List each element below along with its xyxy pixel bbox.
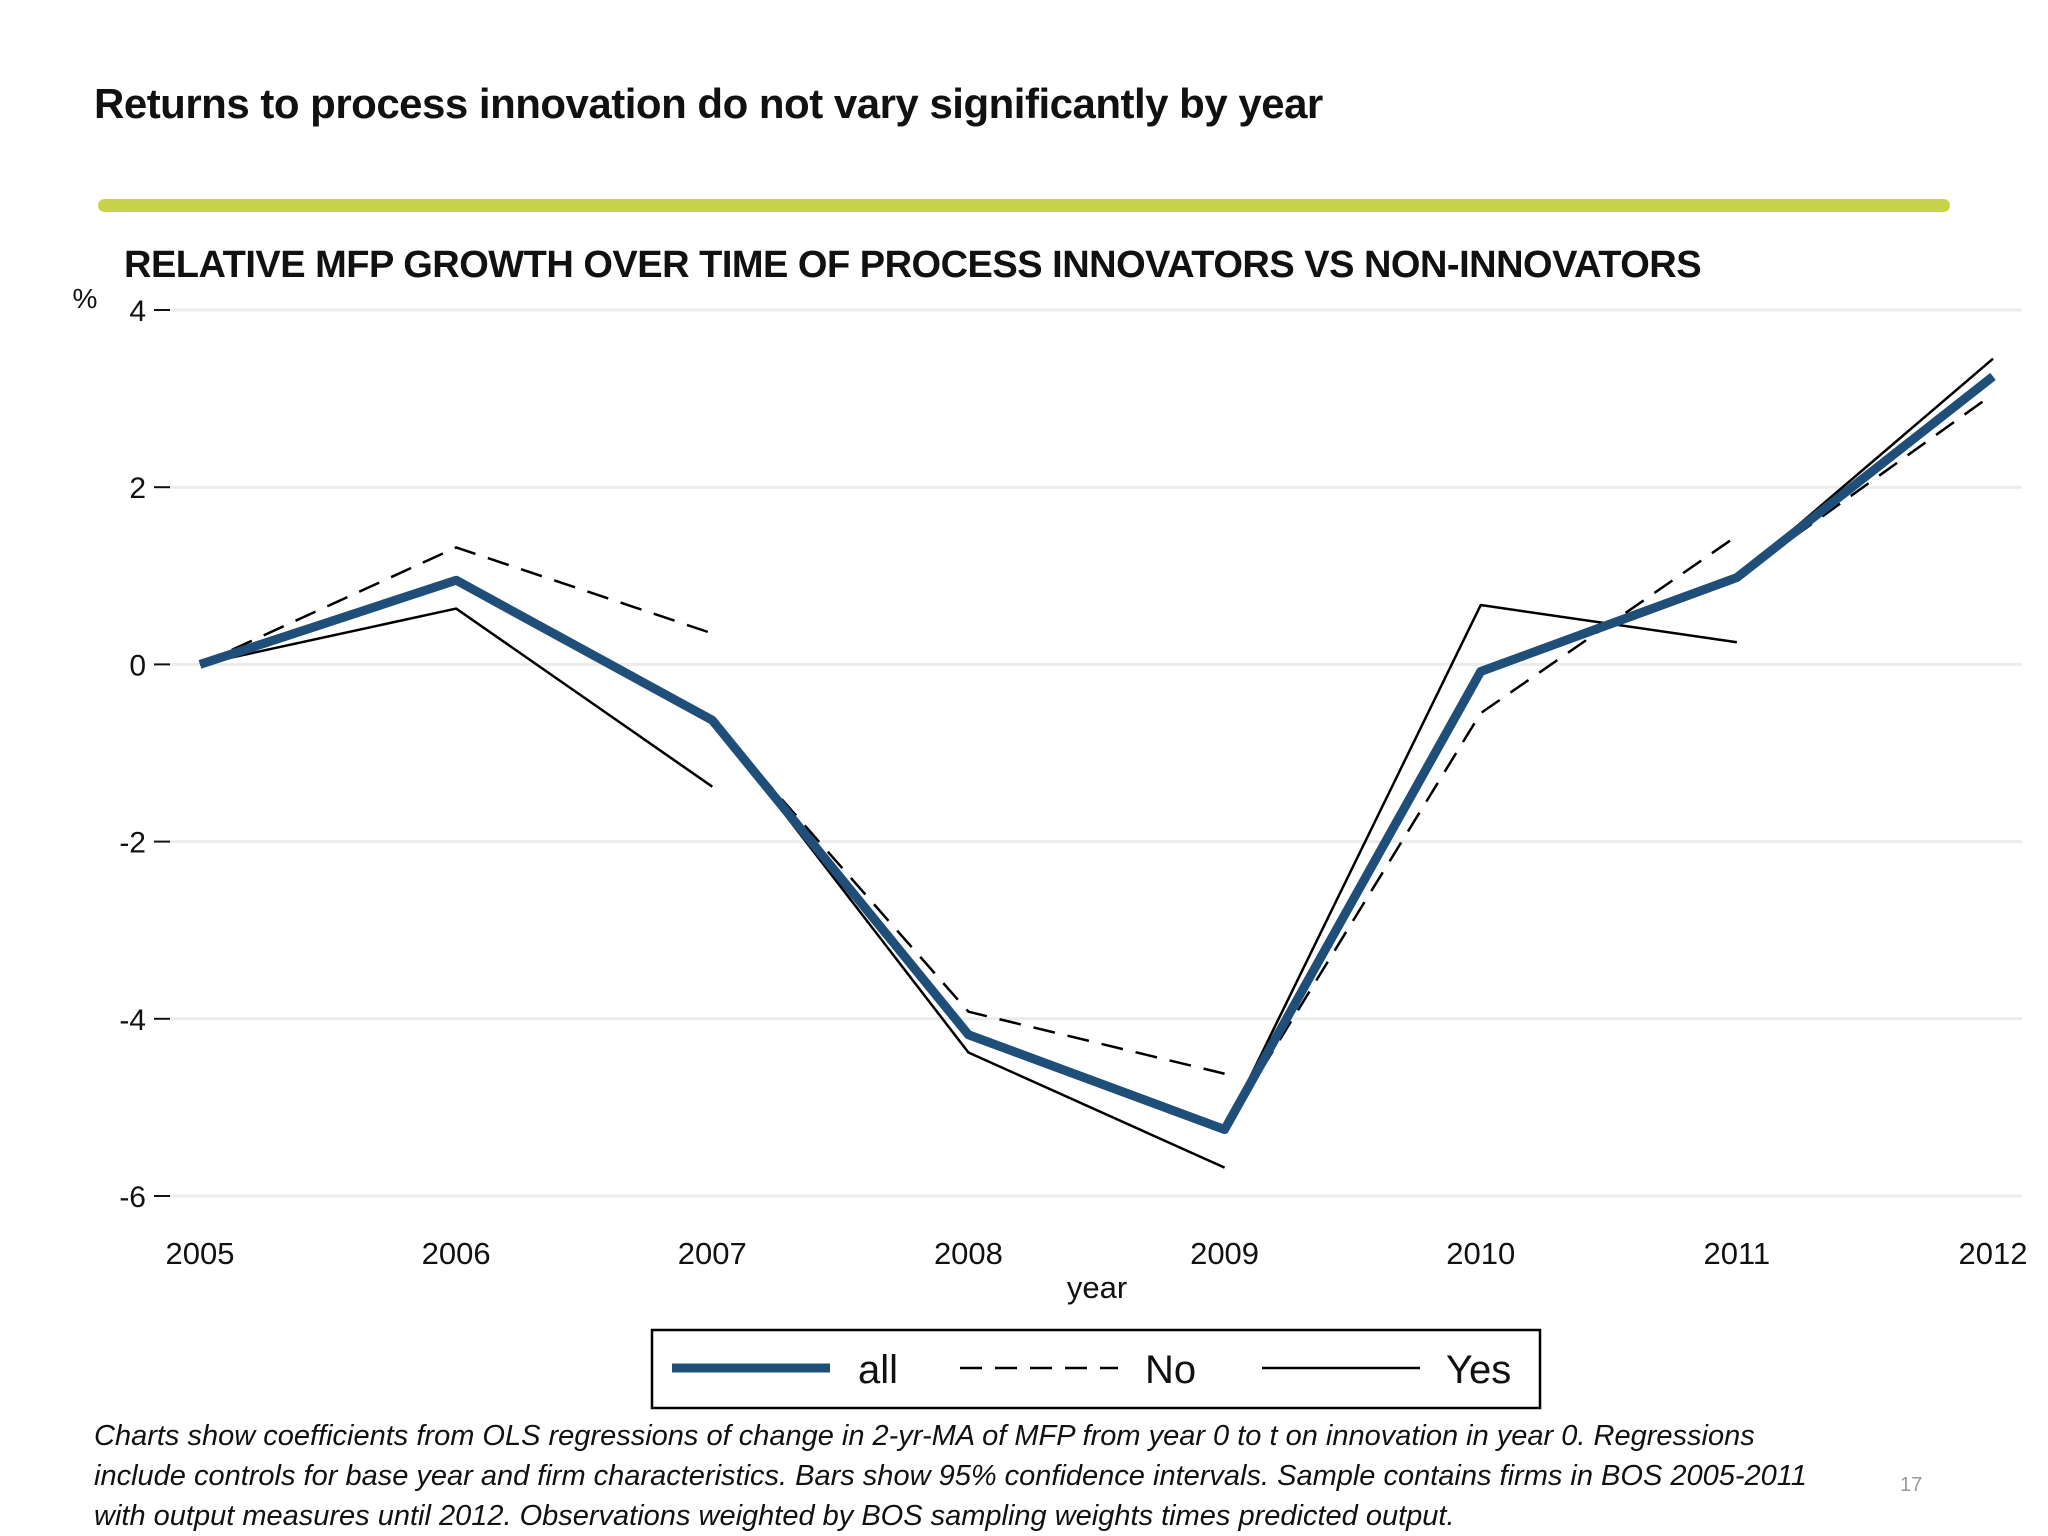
x-tick-label: 2005 (166, 1236, 235, 1271)
accent-divider (98, 199, 1950, 212)
y-tick-label: 2 (129, 472, 146, 505)
x-tick-label: 2012 (1959, 1236, 2028, 1271)
y-tick-label: -2 (119, 827, 146, 860)
series-line-yes (199, 607, 713, 788)
y-axis-label: % (73, 283, 98, 314)
y-tick-label: -4 (119, 1004, 146, 1037)
x-tick-label: 2009 (1190, 1236, 1259, 1271)
slide-title: Returns to process innovation do not var… (94, 80, 1323, 127)
legend: all No Yes (650, 1328, 1542, 1410)
x-axis-label: year (1067, 1270, 1127, 1305)
series-line-no (711, 719, 1225, 1075)
series-line-no (1223, 534, 1738, 1131)
footnote-line: with output measures until 2012. Observa… (94, 1500, 1455, 1532)
footnote-line: Charts show coefficients from OLS regres… (94, 1420, 1755, 1452)
gridlines (170, 308, 2022, 1198)
x-tick-label: 2010 (1446, 1236, 1515, 1271)
series-line-all (198, 372, 1996, 1135)
legend-label: all (858, 1348, 898, 1392)
x-tick-label: 2007 (678, 1236, 747, 1271)
page-number: 17 (1900, 1474, 1923, 1496)
y-axis: 4 2 0 -2 -4 -6 (119, 295, 170, 1214)
y-tick-label: 0 (129, 649, 146, 682)
series-line-yes (1223, 603, 1738, 1131)
y-tick-label: 4 (129, 295, 146, 328)
footnote: Charts show coefficients from OLS regres… (94, 1416, 1954, 1536)
legend-label: Yes (1446, 1348, 1511, 1392)
series-lines (198, 357, 1996, 1169)
footnote-line: include controls for base year and firm … (94, 1460, 1807, 1492)
x-axis: 2005 2006 2007 2008 2009 2010 2011 2012 (166, 1236, 2028, 1271)
y-tick-label: -6 (119, 1181, 146, 1214)
series-line-no (199, 546, 713, 666)
chart-title: RELATIVE MFP GROWTH OVER TIME OF PROCESS… (124, 244, 1702, 286)
legend-label: No (1145, 1348, 1196, 1392)
x-tick-label: 2006 (422, 1236, 491, 1271)
x-tick-label: 2008 (934, 1236, 1003, 1271)
x-tick-label: 2011 (1704, 1236, 1771, 1271)
